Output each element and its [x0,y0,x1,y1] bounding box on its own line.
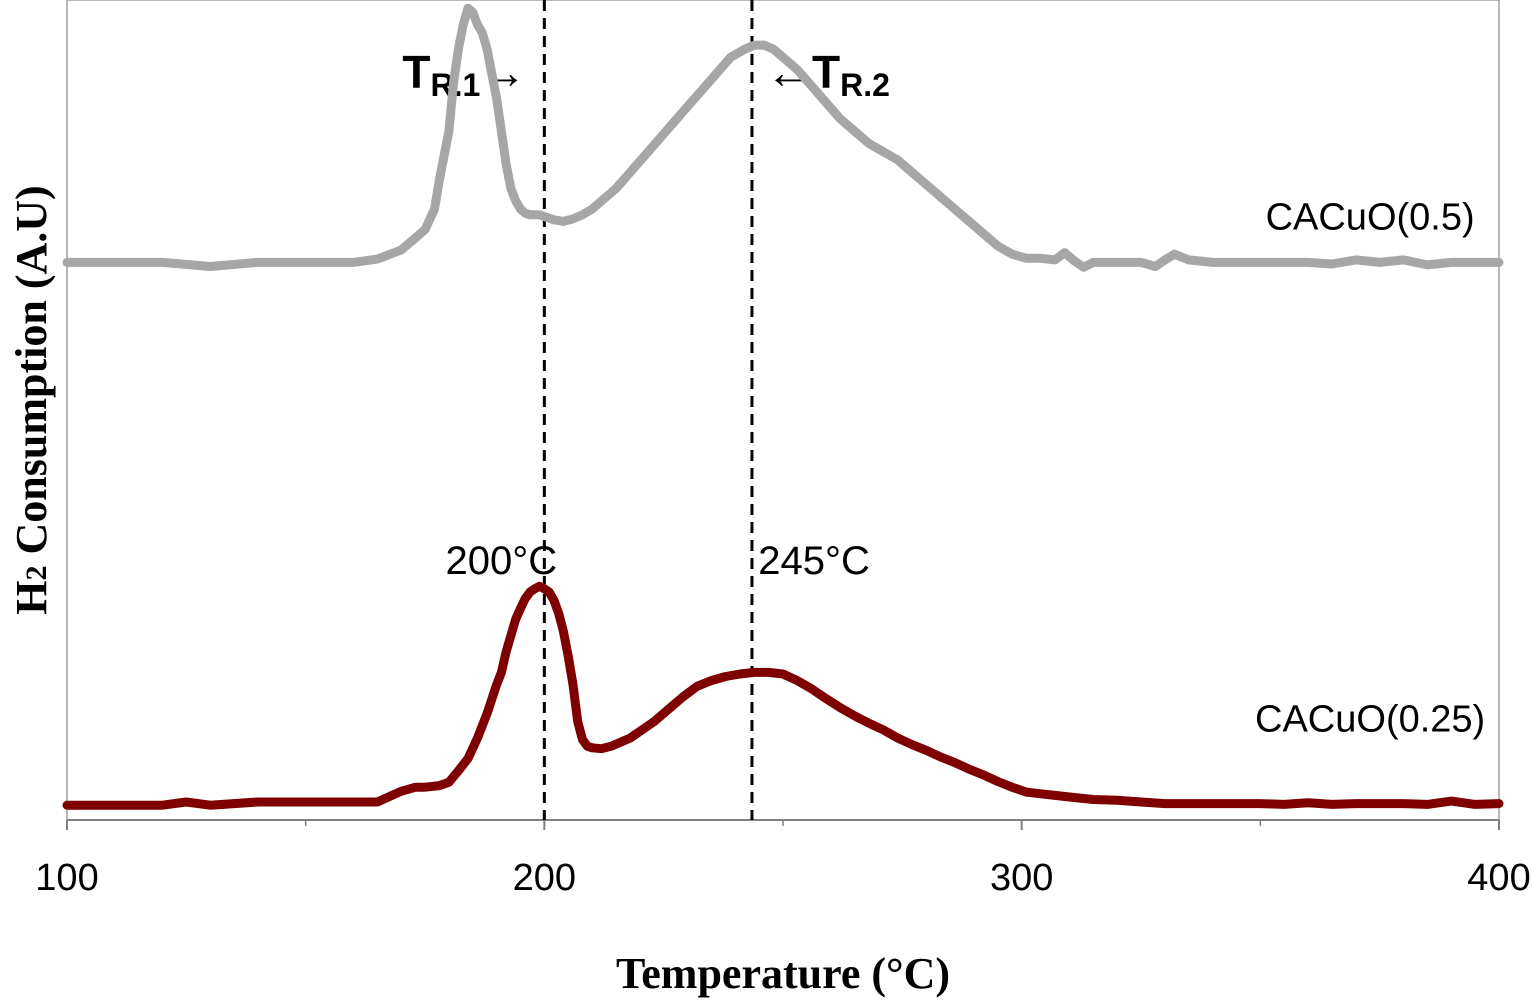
x-tick-label: 100 [35,857,98,899]
x-axis-title: Temperature (°C) [616,949,950,998]
peak-annotation: 245°C [758,539,870,583]
y-axis-title: H2 Consumption (A.U) [7,185,56,614]
y-axis-title-sub: 2 [20,565,53,580]
tr-sub: R.2 [840,67,890,103]
series-label: CACuO(0.5) [1266,197,1475,239]
x-axis: 100 200 300 400 [35,819,1531,899]
series-line [62,3,1504,272]
tr-main: T [402,46,430,98]
series-line [62,581,1504,810]
series-layer [62,3,1504,810]
x-tick-label: 300 [990,857,1053,899]
peak-annotation: 200°C [446,539,558,583]
x-tick-label: 200 [513,857,576,899]
series-label: CACuO(0.25) [1255,698,1485,740]
y-axis-title-main: H [7,580,56,614]
x-ticks: 100 200 300 400 [35,820,1531,899]
plot-area [66,0,1500,821]
annotations: 200°C 245°C CACuO(0.5) CACuO(0.25) [446,197,1486,741]
x-tick-label: 400 [1467,857,1530,899]
y-axis-title-rest: Consumption (A.U) [7,185,56,565]
